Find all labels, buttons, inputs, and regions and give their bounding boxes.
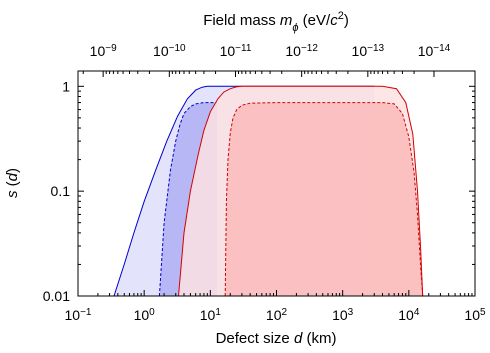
x-tick-label: 10−1 xyxy=(65,307,92,324)
y-tick-label: 0.01 xyxy=(43,288,70,304)
top-tick-label: 10−10 xyxy=(153,43,186,60)
top-tick-label: 10−13 xyxy=(352,43,385,60)
y-tick-label: 1 xyxy=(62,78,70,94)
x-tick-label: 100 xyxy=(134,307,156,324)
top-tick-label: 10−14 xyxy=(418,43,451,60)
x-tick-label: 101 xyxy=(200,307,222,324)
top-tick-label: 10−11 xyxy=(220,43,252,60)
top-tick-label: 10−12 xyxy=(285,43,318,60)
series-2-outer-line xyxy=(178,85,424,296)
plot-areas xyxy=(113,85,424,296)
axis-ticks xyxy=(77,71,476,297)
series-2-inner-area xyxy=(225,102,423,296)
series-1-inner-line xyxy=(158,102,217,296)
x-tick-label: 103 xyxy=(332,307,354,324)
x-tick-label: 105 xyxy=(464,307,486,324)
x-axis-title: Defect size d (km) xyxy=(216,330,337,347)
y-axis-title: s (d) xyxy=(4,168,21,198)
tick-labels: 10−1 100 101 102 103 104 105 10−9 10−10 10−11 10−1… xyxy=(43,43,486,324)
series-2-inner-line xyxy=(224,102,424,296)
top-tick-label: 10−9 xyxy=(90,43,117,60)
y-tick-label: 0.1 xyxy=(51,183,71,199)
series-2 xyxy=(178,85,424,296)
top-axis-title: Field mass mϕ (eV/c2) xyxy=(203,10,349,34)
x-tick-label: 102 xyxy=(266,307,288,324)
x-tick-label: 104 xyxy=(398,307,420,324)
